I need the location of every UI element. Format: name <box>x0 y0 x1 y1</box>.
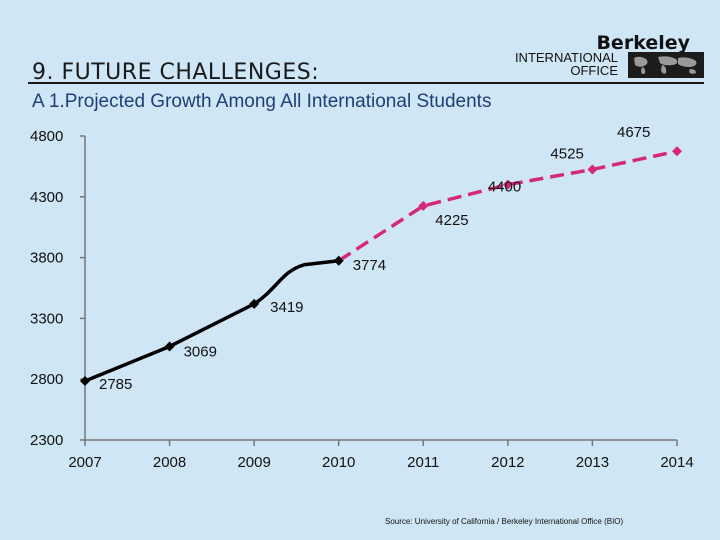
berkeley-international-office-logo: Berkeley INTERNATIONAL OFFICE <box>508 30 708 82</box>
projected-point-marker <box>502 179 513 190</box>
x-axis-ticks: 2007 2008 2009 2010 2011 2012 2013 2014 <box>68 440 694 471</box>
projected-series-line <box>337 149 678 263</box>
source-note: Source: University of California / Berke… <box>385 517 624 526</box>
y-tick-label: 2300 <box>30 432 63 449</box>
y-tick-label: 4800 <box>30 128 63 145</box>
y-tick-label: 4300 <box>30 189 63 206</box>
y-axis-ticks: 2300 2800 3300 3800 4300 4800 <box>30 128 85 449</box>
data-label: 4225 <box>435 212 468 229</box>
projected-point-marker <box>587 164 598 175</box>
data-label: 3774 <box>353 257 386 274</box>
projected-point-marker <box>418 200 429 211</box>
actual-point-marker <box>164 341 175 352</box>
chart-subtitle: A 1.Projected Growth Among All Internati… <box>32 91 492 112</box>
data-labels: 2785 3069 3419 3774 4225 4400 4525 4675 <box>99 124 650 393</box>
logo-line2: OFFICE <box>570 63 618 78</box>
data-label: 2785 <box>99 376 132 393</box>
actual-series-line <box>84 259 339 383</box>
x-tick-label: 2014 <box>660 454 693 471</box>
x-tick-label: 2013 <box>576 454 609 471</box>
x-tick-label: 2011 <box>407 454 439 471</box>
data-label: 4675 <box>617 124 650 141</box>
slide-title: 9. FUTURE CHALLENGES: <box>32 60 320 85</box>
y-tick-label: 3800 <box>30 250 63 267</box>
logo-line1: INTERNATIONAL <box>514 50 618 65</box>
x-tick-label: 2012 <box>491 454 524 471</box>
actual-point-marker <box>80 376 90 387</box>
actual-point-marker <box>333 255 344 266</box>
y-tick-label: 2800 <box>30 371 63 388</box>
logo-office-text: INTERNATIONAL OFFICE <box>515 51 618 77</box>
data-label: 3419 <box>270 299 303 316</box>
y-tick-label: 3300 <box>30 310 63 327</box>
world-map-icon <box>628 52 704 78</box>
data-label: 3069 <box>184 343 217 360</box>
x-tick-label: 2010 <box>322 454 355 471</box>
logo-brand: Berkeley <box>596 32 690 54</box>
projected-point-marker <box>672 146 682 157</box>
chart-axes <box>84 136 677 441</box>
series-markers <box>80 146 682 387</box>
data-label: 4525 <box>550 145 583 162</box>
actual-point-marker <box>249 298 260 309</box>
x-tick-label: 2007 <box>68 454 101 471</box>
x-tick-label: 2008 <box>153 454 186 471</box>
x-tick-label: 2009 <box>237 454 270 471</box>
title-divider <box>28 82 704 84</box>
data-label: 4400 <box>488 179 521 196</box>
